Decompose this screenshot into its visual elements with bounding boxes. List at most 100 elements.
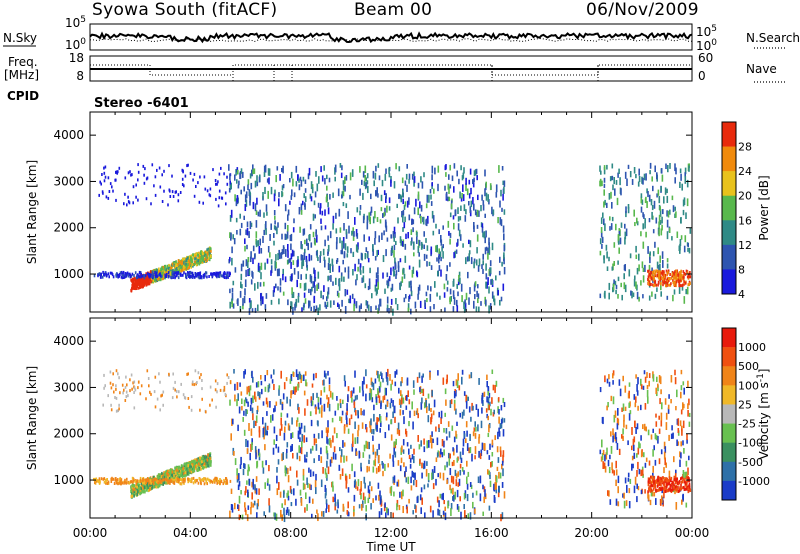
velocity-cell (362, 452, 365, 458)
power-cell (413, 176, 416, 183)
power-cell (460, 283, 463, 292)
power-cell (476, 290, 478, 297)
power-cell (304, 196, 307, 202)
velocity-cell (120, 478, 123, 482)
power-cell (206, 254, 209, 258)
velocity-cell (408, 448, 410, 455)
power-cell (391, 283, 394, 291)
velocity-cell (337, 403, 339, 411)
date-title: 06/Nov/2009 (586, 0, 699, 20)
power-cell (355, 229, 358, 237)
velocity-cell (151, 486, 153, 490)
power-cell (99, 180, 101, 184)
velocity-cell (463, 433, 466, 438)
power-cell (612, 184, 614, 191)
power-cell (126, 271, 129, 275)
velocity-cell (417, 413, 419, 419)
velocity-cell (503, 418, 506, 423)
velocity-cell (208, 462, 210, 466)
power-cell (662, 260, 664, 268)
power-cell (417, 286, 420, 295)
power-cell (423, 231, 425, 237)
power-cell (487, 194, 489, 203)
power-cell (270, 223, 272, 230)
power-cell (195, 252, 198, 256)
power-cell (661, 216, 663, 224)
power-cell (640, 206, 643, 213)
power-cell (347, 211, 349, 219)
power-cell (615, 223, 617, 231)
power-cell (356, 274, 358, 281)
power-cell (168, 263, 170, 267)
power-cell (274, 225, 277, 231)
velocity-cell (469, 433, 471, 441)
power-cell (684, 272, 687, 276)
freq-tick-top: 18 (69, 51, 84, 65)
power-cell (234, 267, 237, 273)
power-cell (498, 165, 500, 173)
velocity-cell (124, 480, 126, 484)
power-cell (246, 221, 249, 228)
power-cell (368, 281, 371, 290)
power-cell (625, 228, 628, 237)
velocity-cell (169, 481, 171, 485)
velocity-cell (147, 377, 150, 380)
power-cell (231, 301, 233, 308)
power-cell (166, 273, 168, 276)
power-cell (337, 292, 340, 298)
power-y-tick-label: 3000 (53, 174, 84, 188)
power-cell (332, 223, 334, 230)
power-cell (319, 255, 321, 263)
power-cell (304, 188, 307, 193)
velocity-cell (501, 512, 504, 520)
power-cell (177, 263, 179, 266)
power-cell (282, 291, 285, 296)
velocity-cell (374, 378, 377, 384)
power-cell (341, 240, 343, 249)
power-cell (193, 253, 196, 257)
velocity-cell (385, 512, 387, 519)
velocity-cell (252, 395, 254, 403)
velocity-cell (226, 481, 228, 485)
power-cell (259, 282, 262, 287)
power-cell (229, 180, 231, 187)
velocity-cell (132, 381, 134, 385)
power-cell (242, 260, 245, 267)
velocity-cell (271, 379, 274, 384)
power-cell (666, 258, 669, 263)
power-cell (642, 212, 644, 218)
power-cell (420, 176, 422, 183)
power-cell (599, 293, 602, 299)
power-cell (303, 252, 306, 260)
power-cell (412, 219, 415, 225)
power-cell (206, 275, 208, 279)
velocity-cell (238, 406, 241, 414)
power-cell (357, 242, 359, 250)
power-cell (372, 244, 374, 252)
power-cell (181, 177, 184, 181)
power-cell (317, 271, 320, 279)
power-cell (300, 179, 303, 187)
velocity-cell (280, 412, 283, 418)
power-cell (473, 258, 476, 264)
power-cell (608, 256, 610, 262)
power-cell (435, 245, 437, 252)
velocity-cell (395, 438, 397, 445)
power-cell (123, 275, 126, 279)
velocity-cell (247, 440, 249, 448)
power-cell (386, 296, 389, 304)
power-cell (175, 264, 178, 267)
velocity-cell (205, 455, 208, 459)
power-cell (289, 200, 291, 205)
power-cell (682, 209, 685, 216)
power-cell (348, 298, 350, 304)
velocity-cell (352, 387, 355, 394)
velocity-cell (389, 402, 392, 409)
velocity-cell (129, 389, 131, 393)
velocity-cell (115, 384, 117, 388)
power-cell (345, 229, 348, 235)
velocity-cell (300, 422, 303, 429)
velocity-cell (236, 399, 238, 407)
power-cell (445, 274, 448, 281)
power-cell (185, 272, 187, 276)
